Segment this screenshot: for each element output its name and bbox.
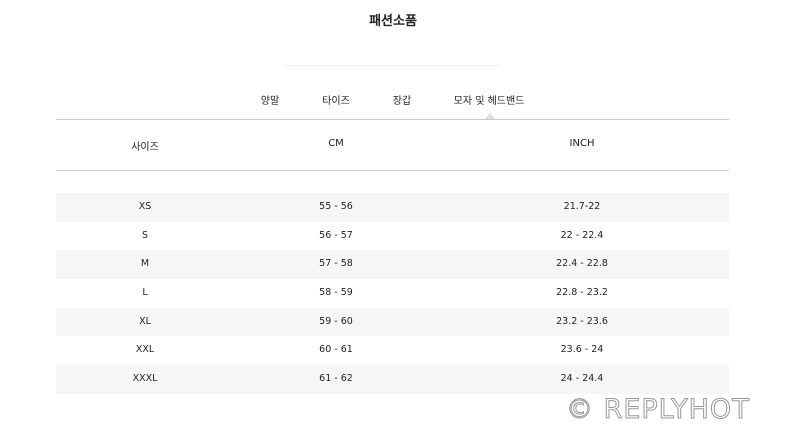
inch-cell: 24 - 24.4 xyxy=(560,373,604,385)
tab-gloves[interactable]: 장갑 xyxy=(392,96,412,107)
header-size: 사이즈 xyxy=(131,142,159,153)
inch-cell: 22.8 - 23.2 xyxy=(556,287,608,299)
inch-cell: 22 - 22.4 xyxy=(560,229,604,241)
table-row: XXXL 61 - 62 24 - 24.4 xyxy=(56,365,729,394)
size-cell: XL xyxy=(139,315,151,327)
size-cell: S xyxy=(141,229,149,241)
header-divider xyxy=(56,170,729,171)
active-tab-caret-icon xyxy=(485,113,495,119)
inch-cell: 23.6 - 24 xyxy=(560,344,604,356)
table-row: M 57 - 58 22.4 - 22.8 xyxy=(56,250,729,280)
tab-hats-headbands[interactable]: 모자 및 헤드밴드 xyxy=(453,96,525,107)
cm-cell: 60 - 61 xyxy=(319,344,353,356)
inch-cell: 22.4 - 22.8 xyxy=(556,258,608,270)
size-cell: XXXL xyxy=(132,373,158,385)
size-table: XS 55 - 56 21.7-22 S 56 - 57 22 - 22.4 M 57 - 5… xyxy=(56,193,729,394)
table-row: XXL 60 - 61 23.6 - 24 xyxy=(56,336,729,365)
table-row: S 56 - 57 22 - 22.4 xyxy=(56,222,729,251)
cm-cell: 56 - 57 xyxy=(319,229,353,241)
cm-cell: 55 - 56 xyxy=(319,201,353,212)
table-row: XS 55 - 56 21.7-22 xyxy=(56,193,729,222)
cm-cell: 61 - 62 xyxy=(319,373,353,385)
tab-tights[interactable]: 타이즈 xyxy=(322,96,350,107)
table-row: XL 59 - 60 23.2 - 23.6 xyxy=(56,307,729,337)
page-title: 패션소품 xyxy=(369,14,417,29)
divider xyxy=(285,65,500,66)
inch-cell: 23.2 - 23.6 xyxy=(556,315,608,327)
cm-cell: 58 - 59 xyxy=(319,287,353,299)
cm-cell: 59 - 60 xyxy=(319,315,353,327)
tab-divider xyxy=(56,119,729,120)
header-inch: INCH xyxy=(569,138,595,149)
watermark: © REPLYHOT xyxy=(566,394,750,426)
size-cell: XXL xyxy=(135,344,155,356)
inch-cell: 21.7-22 xyxy=(563,201,601,212)
cm-cell: 57 - 58 xyxy=(319,258,353,270)
size-cell: M xyxy=(140,258,150,270)
header-cm: CM xyxy=(328,138,344,149)
tab-socks[interactable]: 양말 xyxy=(260,96,280,107)
table-row: L 58 - 59 22.8 - 23.2 xyxy=(56,279,729,308)
size-cell: XS xyxy=(138,201,152,212)
size-cell: L xyxy=(142,287,148,299)
